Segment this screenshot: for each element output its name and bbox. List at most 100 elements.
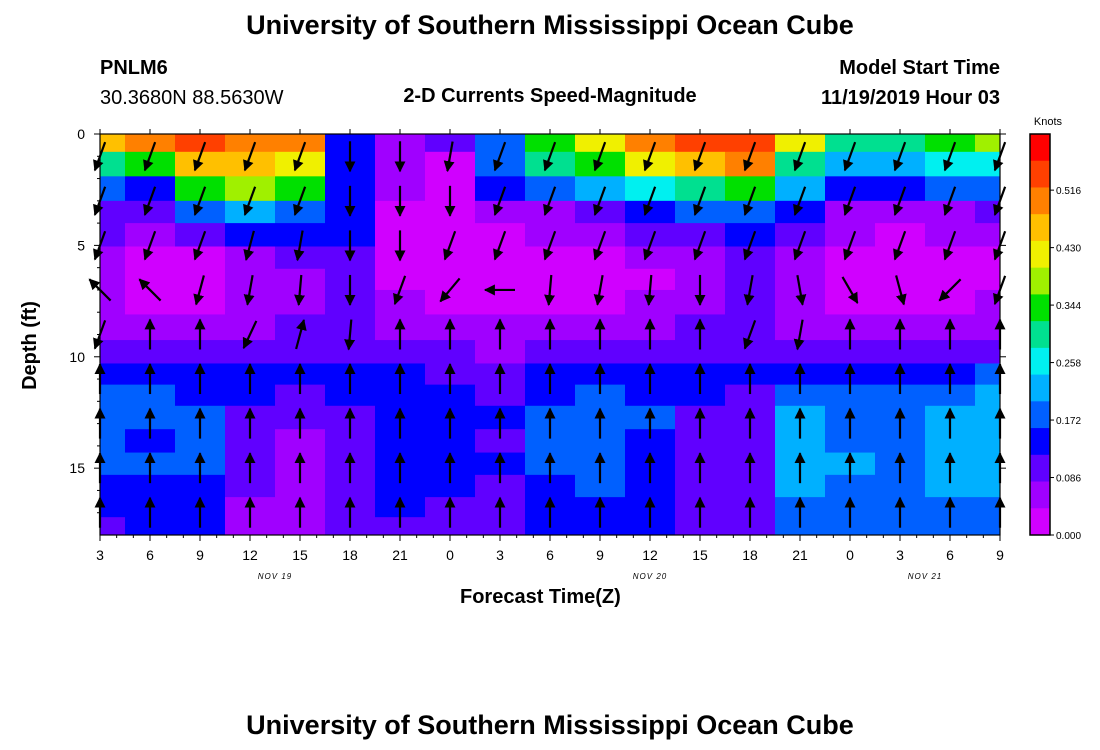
heatmap-cell bbox=[275, 384, 326, 407]
heatmap-cell bbox=[775, 134, 826, 153]
x-tick-label: 12 bbox=[642, 547, 658, 563]
heatmap-cell bbox=[100, 246, 126, 270]
heatmap-cell bbox=[725, 200, 776, 224]
heatmap-cell bbox=[475, 340, 526, 364]
heatmap-cell bbox=[675, 340, 726, 364]
heatmap-cell bbox=[825, 200, 876, 224]
station-id: PNLM6 bbox=[100, 57, 168, 79]
heatmap-cell bbox=[875, 134, 926, 153]
date-label: NOV 20 bbox=[633, 572, 667, 581]
x-tick-label: 9 bbox=[596, 547, 604, 563]
heatmap-cell bbox=[775, 474, 826, 498]
heatmap-cell bbox=[100, 314, 126, 341]
heatmap-cell bbox=[125, 340, 176, 364]
heatmap-cell bbox=[175, 246, 226, 270]
heatmap-cell bbox=[675, 223, 726, 248]
current-arrow bbox=[443, 230, 457, 261]
heatmap-cell bbox=[275, 200, 326, 224]
heatmap-cell bbox=[225, 340, 276, 364]
y-axis-title: Depth (ft) bbox=[18, 301, 41, 390]
heatmap-cell bbox=[125, 134, 176, 153]
heatmap-cell bbox=[575, 340, 626, 364]
current-arrow bbox=[293, 141, 307, 172]
x-tick-label: 3 bbox=[96, 547, 104, 563]
heatmap-cell bbox=[975, 474, 1001, 498]
heatmap-cell bbox=[975, 268, 1001, 291]
heatmap-cell bbox=[100, 200, 126, 224]
current-arrow bbox=[293, 230, 305, 262]
heatmap-cell bbox=[925, 134, 976, 153]
current-arrow bbox=[644, 274, 656, 306]
heatmap-cell bbox=[775, 429, 826, 454]
current-arrow bbox=[138, 278, 162, 302]
heatmap-cell bbox=[625, 474, 676, 498]
colorbar-label: 0.344 bbox=[1056, 301, 1081, 312]
heatmap-cell bbox=[475, 134, 526, 153]
heatmap-cell bbox=[425, 384, 476, 407]
x-tick-label: 15 bbox=[692, 547, 708, 563]
heatmap-cell bbox=[425, 429, 476, 454]
heatmap-cell bbox=[475, 223, 526, 248]
x-tick-label: 21 bbox=[392, 547, 408, 563]
heatmap-cell bbox=[775, 200, 826, 224]
heatmap-cell bbox=[925, 268, 976, 291]
current-arrow bbox=[893, 230, 907, 261]
heatmap-cell bbox=[825, 134, 876, 153]
heatmap-cell bbox=[925, 200, 976, 224]
current-arrow bbox=[895, 275, 907, 306]
heatmap-cell bbox=[675, 246, 726, 270]
current-arrow bbox=[193, 230, 207, 261]
y-tick-label: 10 bbox=[69, 349, 85, 365]
x-tick-label: 3 bbox=[496, 547, 504, 563]
current-arrow bbox=[193, 141, 207, 172]
colorbar: 0.516 0.430 0.344 0.258 0.172 0.086 0.000 bbox=[1029, 133, 1081, 542]
x-tick-label: 15 bbox=[292, 547, 308, 563]
heatmap-cell bbox=[475, 429, 526, 454]
x-tick-label: 0 bbox=[846, 547, 854, 563]
heatmap-cell bbox=[975, 246, 1001, 270]
heatmap-cell bbox=[225, 268, 276, 291]
heatmap-cell bbox=[100, 405, 126, 430]
heatmap-cell bbox=[875, 384, 926, 407]
heatmap-cell bbox=[375, 268, 426, 291]
heatmap-cell bbox=[875, 223, 926, 248]
heatmap-cell bbox=[325, 429, 376, 454]
heatmap-cell bbox=[325, 474, 376, 498]
x-tick-label: 0 bbox=[446, 547, 454, 563]
current-arrow bbox=[943, 141, 957, 172]
heatmap-cell bbox=[875, 340, 926, 364]
heatmap-cell bbox=[525, 200, 576, 224]
current-arrow bbox=[793, 230, 807, 261]
current-arrow bbox=[493, 141, 507, 172]
heatmap-cell bbox=[325, 384, 376, 407]
heatmap-cell bbox=[575, 384, 626, 407]
heatmap-cell bbox=[100, 517, 126, 536]
heatmap-cell bbox=[975, 340, 1001, 364]
x-tick-label: 3 bbox=[896, 547, 904, 563]
heatmap-cell bbox=[875, 200, 926, 224]
heatmap-cell bbox=[825, 429, 876, 454]
heatmap-cell bbox=[575, 200, 626, 224]
colorbar-swatch bbox=[1030, 347, 1050, 376]
heatmap-cell bbox=[175, 268, 226, 291]
current-arrow bbox=[593, 230, 607, 261]
heatmap-cell bbox=[975, 517, 1001, 536]
current-arrow bbox=[439, 277, 461, 303]
current-arrow bbox=[843, 230, 857, 261]
heatmap-cell bbox=[975, 384, 1001, 407]
heatmap-cell bbox=[225, 223, 276, 248]
current-arrow bbox=[143, 186, 157, 216]
y-tick-label: 0 bbox=[77, 126, 85, 142]
colorbar-frame bbox=[1029, 133, 1051, 536]
x-tick-label: 18 bbox=[342, 547, 358, 563]
current-arrow bbox=[243, 141, 257, 172]
station-coordinates: 30.3680N 88.5630W bbox=[100, 87, 284, 109]
heatmap-cell bbox=[125, 289, 176, 315]
current-arrow bbox=[693, 141, 707, 172]
heatmap-cell bbox=[725, 246, 776, 270]
current-arrow bbox=[943, 230, 957, 261]
heatmap-cell bbox=[575, 474, 626, 498]
heatmap-cell bbox=[275, 134, 326, 153]
current-arrow bbox=[893, 186, 907, 216]
heatmap bbox=[100, 134, 1001, 536]
